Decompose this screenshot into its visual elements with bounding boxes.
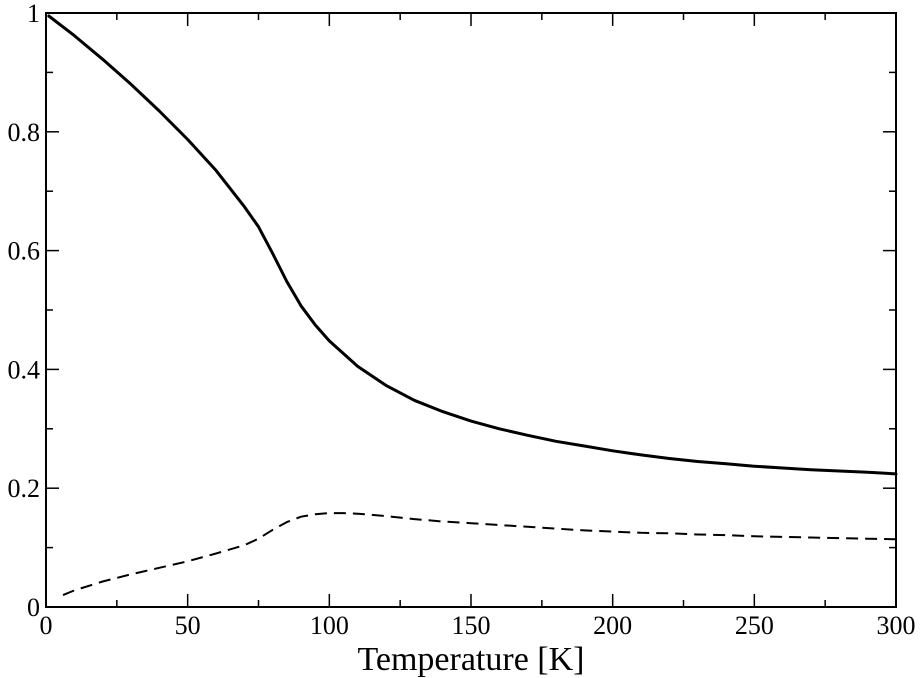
y-tick-label: 1 (27, 0, 40, 28)
series-line-dashed (62, 512, 897, 597)
y-tick-label: 0.2 (8, 474, 41, 503)
minor-ticks (46, 13, 896, 607)
series-line-solid (47, 14, 898, 476)
y-tick-label: 0.4 (8, 355, 41, 384)
x-tick-label: 0 (40, 611, 53, 640)
y-tick-label: 0 (27, 593, 40, 622)
x-tick-label: 250 (735, 611, 774, 640)
x-tick-label: 50 (175, 611, 201, 640)
y-tick-label: 0.6 (8, 237, 41, 266)
major-ticks (45, 12, 897, 608)
y-tick-label: 0.8 (8, 118, 41, 147)
series-layer (47, 14, 898, 597)
x-tick-label: 150 (452, 611, 491, 640)
x-tick-label: 200 (593, 611, 632, 640)
x-axis-title: Temperature [K] (358, 641, 585, 678)
x-tick-labels: 0 50 100 150 200 250 300 (40, 611, 916, 640)
plot-frame (45, 12, 897, 608)
x-tick-label: 300 (877, 611, 916, 640)
x-tick-label: 100 (310, 611, 349, 640)
y-tick-labels: 0 0.2 0.4 0.6 0.8 1 (8, 0, 41, 622)
